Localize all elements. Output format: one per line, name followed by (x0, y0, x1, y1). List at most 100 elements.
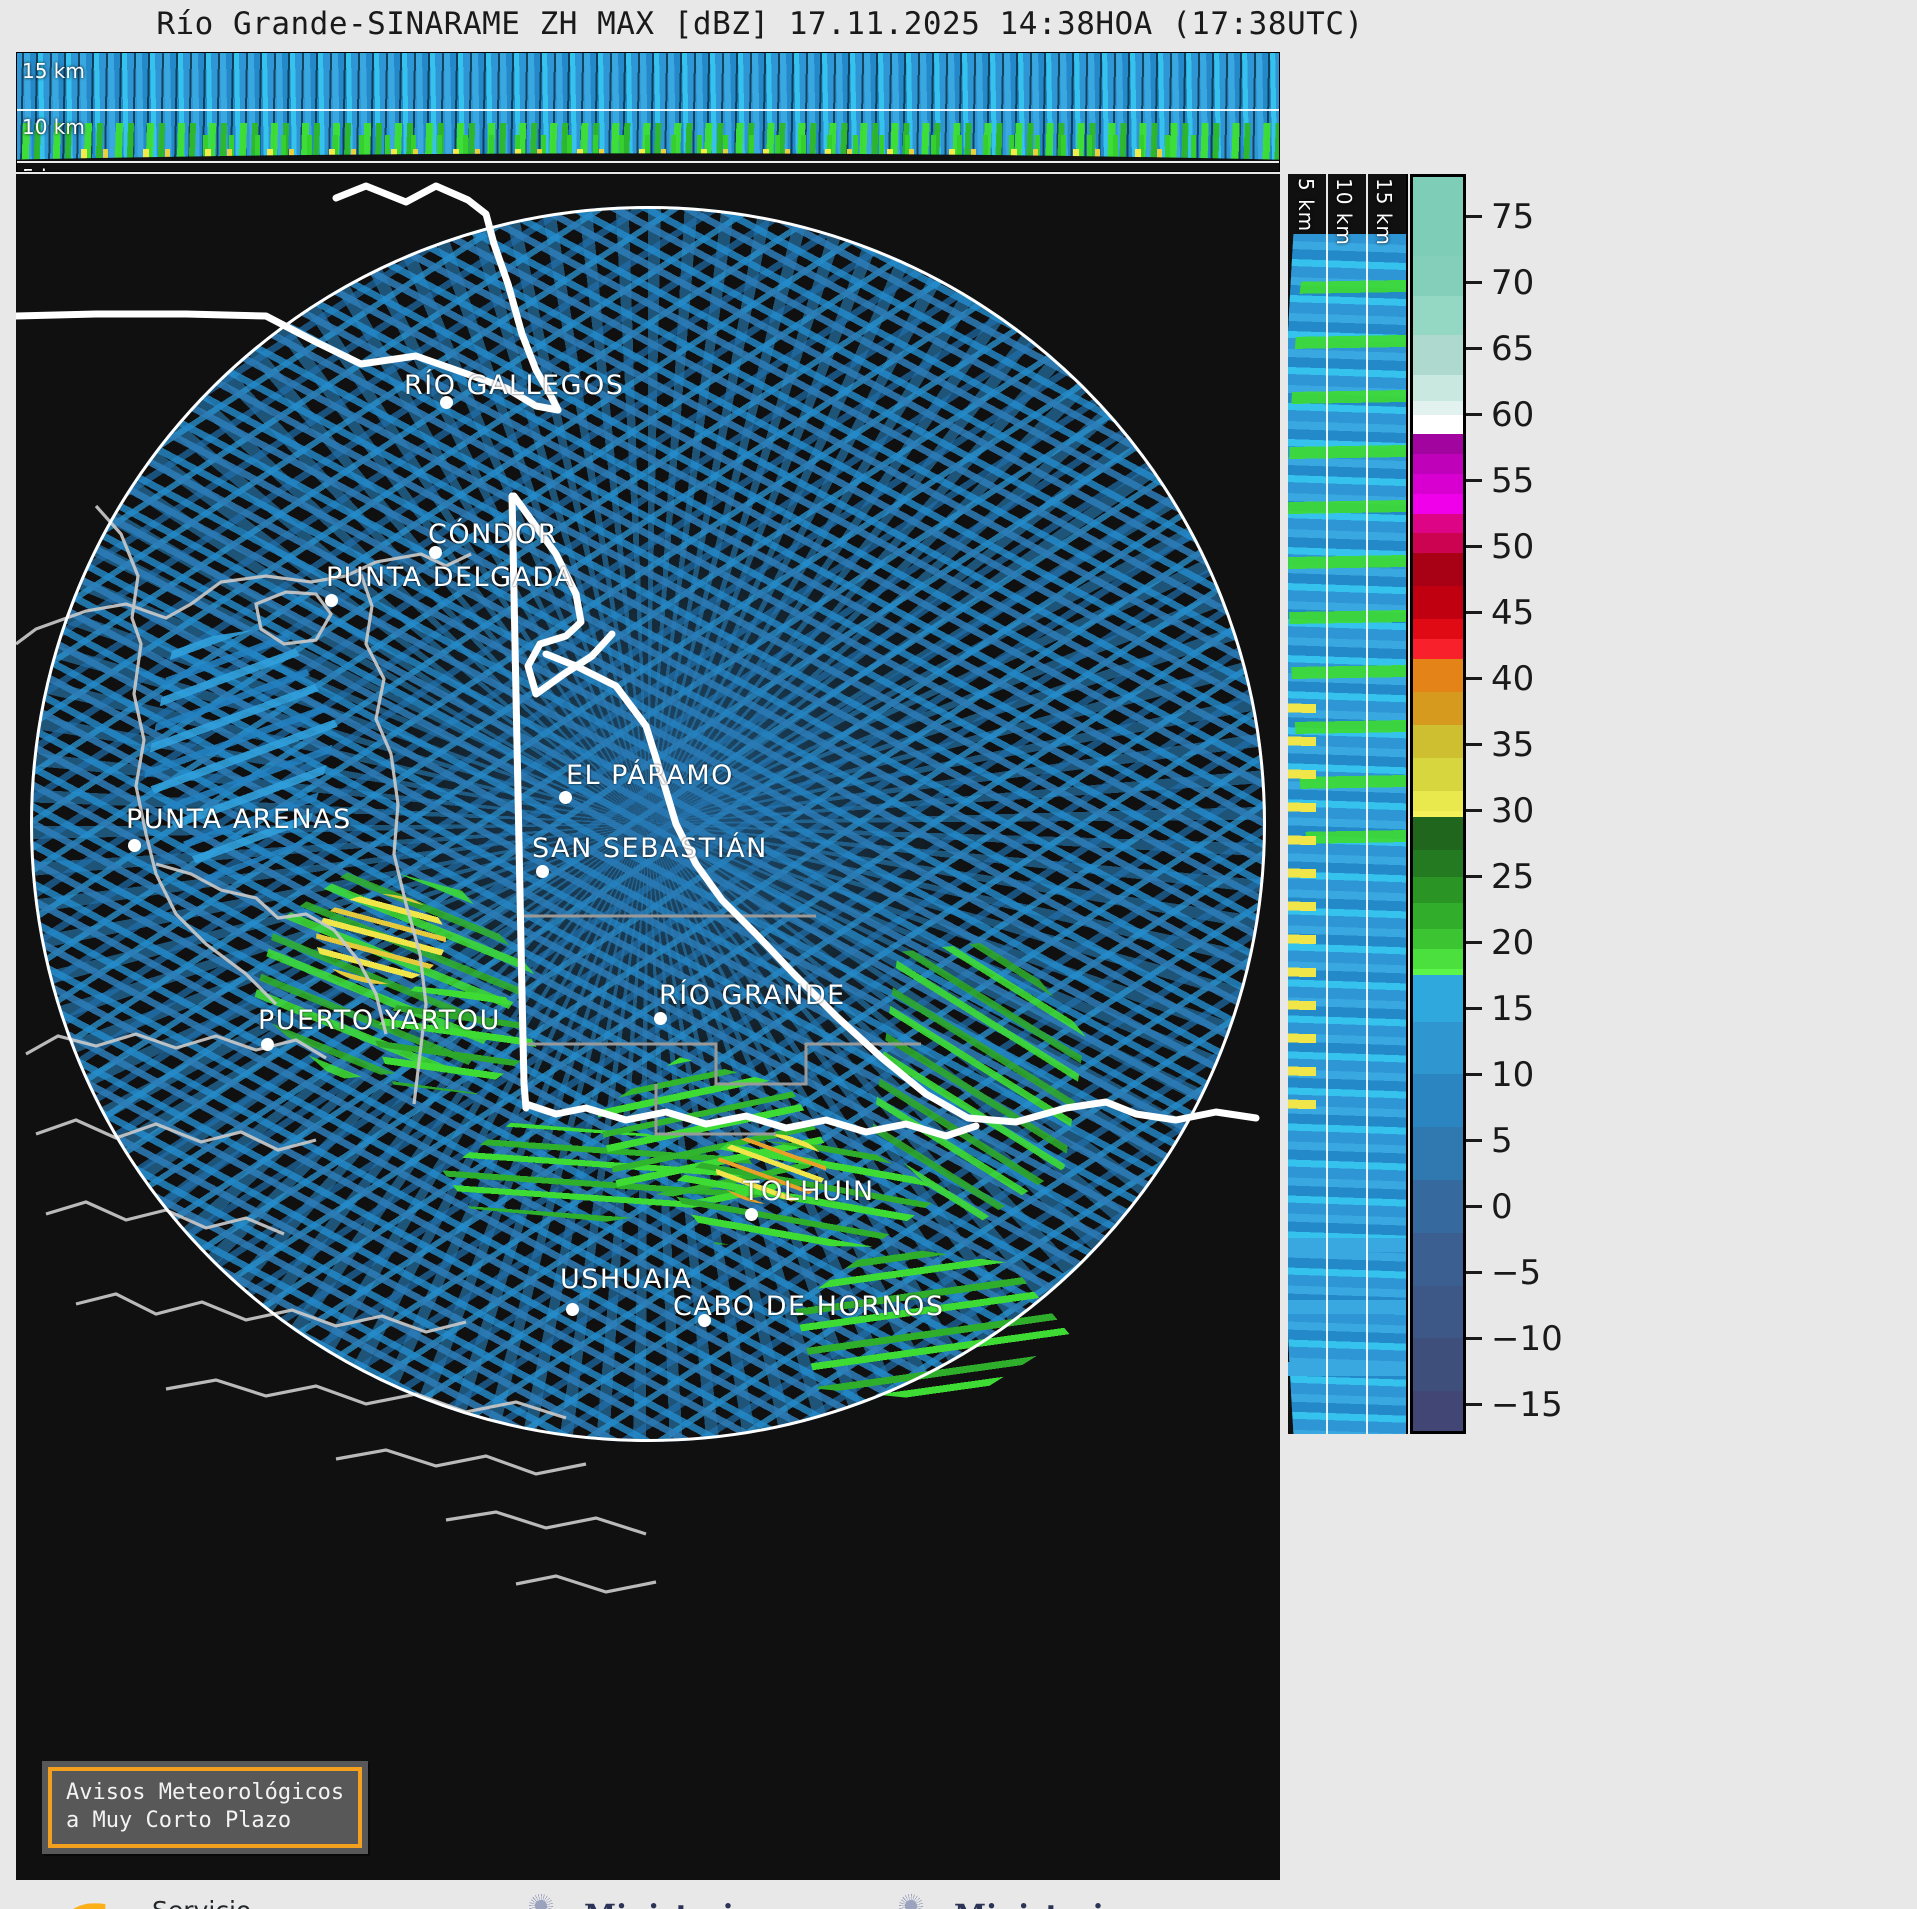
colorbar-band-60 (1413, 414, 1463, 435)
colorbar-band-78 (1413, 177, 1463, 217)
colorbar-band-49.5 (1413, 553, 1463, 587)
city-label-punta-delgada: PUNTA DELGADA (326, 562, 575, 593)
colorbar-band-54 (1413, 493, 1463, 514)
colorbar-tick-−5: −5 (1466, 1253, 1541, 1293)
tick-label: 50 (1491, 526, 1535, 567)
colorbar-tick-10: 10 (1466, 1055, 1534, 1095)
colorbar-tick-−10: −10 (1466, 1319, 1563, 1359)
tick-label: 30 (1491, 790, 1535, 831)
city-label-punta-arenas: PUNTA ARENAS (126, 804, 352, 835)
height-label-15km: 15 km (22, 59, 85, 83)
colorbar-band-14 (1413, 1021, 1463, 1075)
colorbar-band-31.5 (1413, 790, 1463, 811)
colorbar-tick-15: 15 (1466, 989, 1534, 1029)
tick-label: 65 (1491, 328, 1535, 369)
height-vlabel-10km: 10 km (1332, 178, 1356, 246)
gridline-10km (17, 109, 1279, 111)
gridline-vertical-10km (1326, 174, 1328, 1434)
colorbar-tick-45: 45 (1466, 593, 1534, 633)
defensa-logo-text: Ministerio de Defensa República Argentin… (584, 1899, 764, 1909)
colorbar-band-34 (1413, 757, 1463, 791)
radar-map-panel[interactable]: RÍO GALLEGOS CÓNDOR PUNTA DELGADA PUNTA … (16, 174, 1280, 1880)
tick-label: 20 (1491, 922, 1535, 963)
height-vlabel-15km: 15 km (1372, 178, 1396, 246)
city-dot-puerto-yartou (261, 1038, 274, 1051)
smn-logo-icon (52, 1903, 138, 1909)
colorbar-tick-35: 35 (1466, 725, 1534, 765)
city-dot-rio-gallegos (440, 396, 453, 409)
tick-label: 75 (1491, 196, 1535, 237)
tick-line (1466, 809, 1482, 813)
city-label-rio-gallegos: RÍO GALLEGOS (404, 370, 625, 401)
warning-badge[interactable]: Avisos Meteorológicos a Muy Corto Plazo (42, 1761, 369, 1854)
city-dot-punta-delgada (325, 594, 338, 607)
gridline-vertical-15km (1366, 174, 1368, 1434)
colorbar (1410, 174, 1466, 1434)
colorbar-band--14 (1413, 1391, 1463, 1431)
tick-label: 25 (1491, 856, 1535, 897)
colorbar-tick-30: 30 (1466, 791, 1534, 831)
colorbar-tick-70: 70 (1466, 263, 1534, 303)
colorbar-band-10 (1413, 1074, 1463, 1128)
tick-line (1466, 1337, 1482, 1341)
colorbar-tick-40: 40 (1466, 659, 1534, 699)
colorbar-tick-75: 75 (1466, 197, 1534, 237)
colorbar-band-29.5 (1413, 817, 1463, 851)
city-label-el-paramo: EL PÁRAMO (566, 760, 734, 791)
city-dot-san-sebastian (536, 865, 549, 878)
colorbar-gradient (1413, 177, 1463, 1431)
economia-line-1: Ministerio (954, 1899, 1163, 1909)
smn-logo-text: Servicio Meteorológico Nacional Argentin… (152, 1898, 329, 1909)
colorbar-band-63 (1413, 374, 1463, 402)
colorbar-band-23 (1413, 902, 1463, 930)
economia-logo-text: Ministerio de Economía República Argenti… (954, 1899, 1163, 1909)
colorbar-tick-5: 5 (1466, 1121, 1513, 1161)
tick-label: 5 (1491, 1120, 1513, 1161)
colorbar-band-69 (1413, 295, 1463, 336)
city-label-ushuaia: USHUAIA (560, 1264, 693, 1295)
tick-label: 70 (1491, 262, 1535, 303)
tick-line (1466, 1271, 1482, 1275)
argentina-crest-icon (510, 1894, 572, 1909)
tick-label: 55 (1491, 460, 1535, 501)
colorbar-band-27 (1413, 850, 1463, 877)
argentina-crest-icon-2 (880, 1894, 942, 1909)
logo-ministerio-defensa: Ministerio de Defensa República Argentin… (510, 1894, 764, 1909)
tick-label: −10 (1491, 1318, 1563, 1359)
city-dot-el-paramo (559, 791, 572, 804)
smn-line-1: Servicio (152, 1898, 329, 1909)
height-label-10km: 10 km (22, 115, 85, 139)
city-dot-condor (429, 546, 442, 559)
city-label-san-sebastian: SAN SEBASTIÁN (532, 833, 768, 864)
colorbar-band--2 (1413, 1232, 1463, 1286)
tick-label: 45 (1491, 592, 1535, 633)
tick-line (1466, 611, 1482, 615)
tick-label: 15 (1491, 988, 1535, 1029)
tick-label: −5 (1491, 1252, 1542, 1293)
colorbar-band-72 (1413, 256, 1463, 296)
tick-line (1466, 413, 1482, 417)
colorbar-band-39 (1413, 691, 1463, 725)
colorbar-tick-25: 25 (1466, 857, 1534, 897)
city-dot-tolhuin (745, 1208, 758, 1221)
tick-label: 40 (1491, 658, 1535, 699)
tick-line (1466, 1139, 1482, 1143)
tick-line (1466, 875, 1482, 879)
city-label-puerto-yartou: PUERTO YARTOU (258, 1005, 501, 1036)
colorbar-band-2 (1413, 1180, 1463, 1233)
footer-logos: Servicio Meteorológico Nacional Argentin… (0, 1884, 1917, 1909)
colorbar-band--6 (1413, 1285, 1463, 1339)
colorbar-band-43 (1413, 638, 1463, 659)
colorbar-tick-20: 20 (1466, 923, 1534, 963)
city-dot-rio-grande (654, 1012, 667, 1025)
colorbar-band-52.5 (1413, 513, 1463, 534)
gridline-5km (17, 161, 1279, 163)
colorbar-tick-−15: −15 (1466, 1385, 1563, 1425)
warning-line-1: Avisos Meteorológicos (66, 1780, 345, 1805)
radar-range-ring (30, 206, 1266, 1442)
tick-label: 0 (1491, 1186, 1513, 1227)
cross-section-right-panel: 5 km 10 km 15 km (1288, 174, 1408, 1434)
city-label-tolhuin: TOLHUIN (743, 1176, 875, 1207)
tick-label: 35 (1491, 724, 1535, 765)
